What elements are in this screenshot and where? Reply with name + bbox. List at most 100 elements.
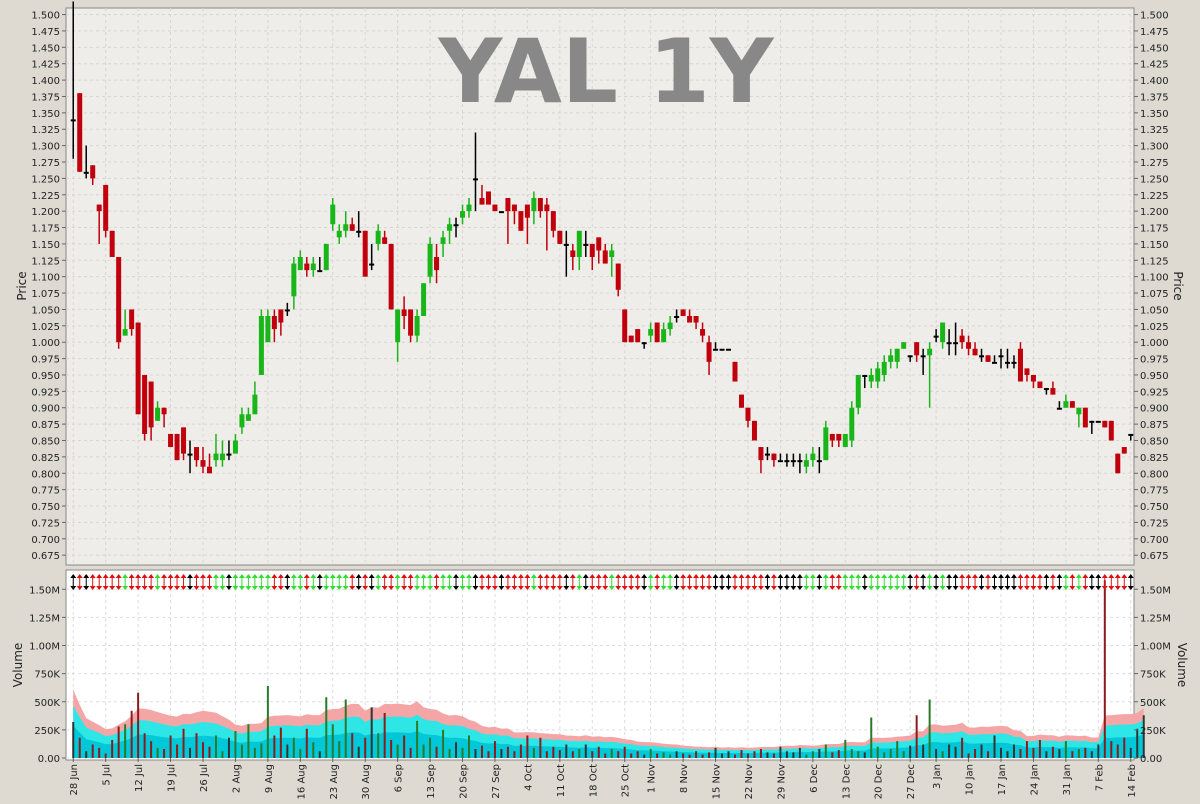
price-yticks-right: 1.500 1.475 1.450 1.425 1.400 1.375 1.350 1.325…: [1134, 11, 1169, 562]
price-bar: [758, 447, 764, 474]
volume-bar: [630, 753, 633, 758]
price-bar: [1069, 401, 1075, 408]
price-bar: [933, 329, 939, 343]
volume-bar: [331, 724, 334, 758]
price-bar-body: [622, 309, 628, 343]
price-bar-body: [758, 447, 764, 461]
volume-ytick-label: 750K: [34, 670, 60, 681]
price-bar: [265, 309, 271, 343]
price-bar: [362, 230, 368, 277]
volume-bar: [941, 751, 944, 758]
volume-bar: [740, 750, 743, 758]
price-bar: [602, 243, 608, 264]
direction-marker: [790, 574, 797, 590]
direction-marker: [777, 574, 784, 590]
price-bar: [628, 335, 634, 343]
volume-bar: [1136, 728, 1139, 758]
price-bar: [258, 309, 264, 375]
volume-ylabel-left: Volume: [11, 643, 25, 688]
price-bar: [271, 309, 277, 343]
volume-bar: [701, 754, 704, 758]
price-bar: [674, 309, 680, 323]
price-bar-body: [252, 394, 258, 415]
direction-marker: [887, 574, 894, 590]
direction-marker: [1062, 574, 1069, 590]
direction-marker: [128, 574, 135, 590]
volume-ytick-label: 750K: [1140, 670, 1166, 681]
price-bar: [90, 165, 96, 185]
xtick-label: 25 Oct: [621, 764, 632, 797]
price-bar-body: [460, 211, 466, 218]
xtick-label: 7 Feb: [1094, 764, 1105, 791]
volume-bar: [189, 747, 192, 758]
price-bar-body: [200, 460, 206, 467]
price-bar: [1017, 342, 1023, 382]
price-bar: [323, 243, 329, 271]
direction-marker: [907, 574, 914, 590]
volume-bar: [811, 751, 814, 758]
price-bar-body: [375, 230, 381, 244]
price-bar: [382, 230, 388, 244]
price-bar: [985, 355, 991, 362]
price-bar: [174, 433, 180, 461]
direction-marker: [89, 574, 96, 590]
price-bar: [317, 257, 323, 273]
price-bar: [803, 453, 809, 474]
price-bar-body: [842, 433, 848, 448]
volume-bar: [98, 747, 101, 758]
volume-bar: [597, 746, 600, 758]
volume-bar: [182, 728, 185, 758]
volume-bar: [137, 692, 140, 758]
price-bar-body: [317, 270, 323, 273]
price-bar-body: [1056, 407, 1062, 410]
price-bar: [1115, 453, 1121, 474]
volume-bar: [837, 750, 840, 758]
direction-marker: [1121, 574, 1128, 590]
direction-marker: [972, 574, 979, 590]
price-bar-body: [447, 224, 453, 231]
price-bar-body: [226, 453, 232, 456]
price-bar: [1056, 401, 1062, 410]
direction-marker: [894, 574, 901, 590]
price-bar-body: [674, 315, 680, 318]
price-bar-body: [635, 329, 641, 343]
price-bar-body: [194, 447, 200, 461]
direction-marker: [764, 574, 771, 590]
direction-marker: [258, 574, 265, 590]
volume-bar: [78, 737, 81, 758]
price-bar-body: [245, 414, 251, 421]
xtick-label: 4 Oct: [523, 764, 534, 791]
price-bar: [914, 342, 920, 362]
price-bar: [680, 309, 686, 316]
direction-marker: [965, 574, 972, 590]
volume-bar: [539, 737, 542, 758]
price-bar: [414, 309, 420, 343]
xtick-label: 3 Jan: [932, 764, 943, 789]
volume-bar: [1097, 744, 1100, 758]
price-bar: [226, 440, 232, 461]
volume-bar: [954, 746, 957, 758]
volume-bar: [461, 747, 464, 758]
price-bar: [920, 348, 926, 375]
volume-bar: [935, 749, 938, 758]
price-bar-body: [187, 453, 193, 456]
direction-marker: [770, 574, 777, 590]
price-bar-body: [343, 224, 349, 231]
direction-marker: [855, 574, 862, 590]
volume-bar: [396, 744, 399, 758]
volume-band-core: [73, 725, 1144, 758]
direction-marker: [822, 574, 829, 590]
price-ytick-label: 1.475: [1140, 27, 1169, 38]
price-ytick-label: 1.000: [1140, 338, 1169, 349]
volume-bar: [487, 751, 490, 758]
direction-marker: [323, 574, 330, 590]
volume-ytick-label: 250K: [1140, 726, 1166, 737]
price-bar: [142, 374, 148, 441]
price-bar-body: [901, 342, 907, 349]
direction-marker: [167, 574, 174, 590]
direction-marker: [427, 574, 434, 590]
direction-marker: [1082, 574, 1089, 590]
xtick-label: 29 Nov: [776, 764, 787, 800]
price-bar-body: [628, 335, 634, 343]
direction-marker: [1049, 574, 1056, 590]
